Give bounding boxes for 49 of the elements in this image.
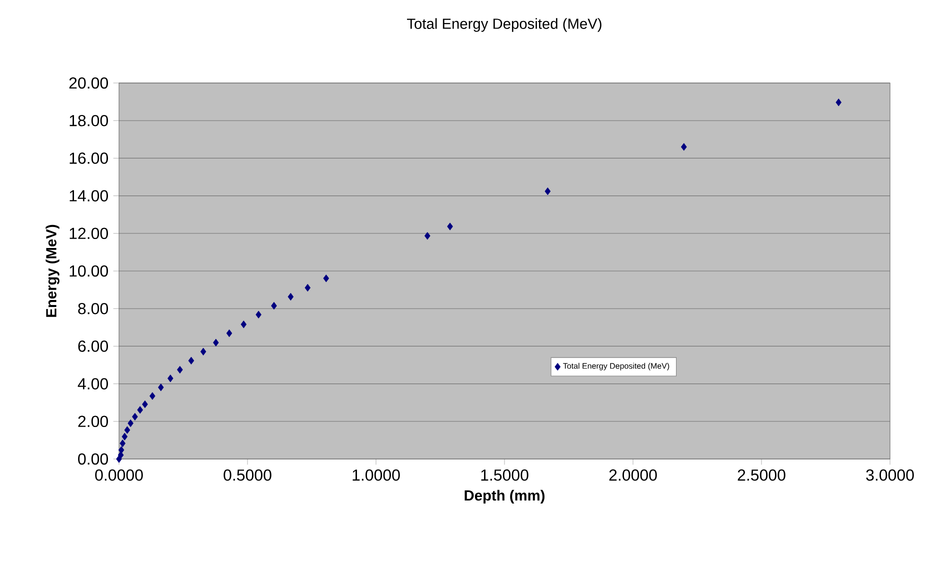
point bbox=[177, 366, 183, 374]
y-tick-label: 10.00 bbox=[70, 265, 108, 277]
x-tick-label: 2.0000 bbox=[609, 469, 657, 481]
y-tick-label: 14.00 bbox=[70, 190, 108, 202]
point bbox=[118, 446, 124, 454]
x-tick-label: 1.0000 bbox=[352, 469, 400, 481]
point bbox=[681, 143, 687, 151]
point bbox=[447, 222, 453, 230]
point bbox=[122, 432, 128, 440]
point bbox=[120, 440, 126, 448]
x-tick-label: 0.0000 bbox=[95, 469, 143, 481]
point bbox=[137, 406, 143, 414]
x-axis-title: Depth (mm) bbox=[464, 490, 544, 504]
point bbox=[271, 302, 277, 310]
point bbox=[124, 426, 130, 434]
point bbox=[288, 293, 294, 300]
point bbox=[304, 284, 311, 292]
y-tick-label: 16.00 bbox=[70, 152, 108, 164]
x-tick-label: 2.5000 bbox=[738, 469, 786, 481]
point bbox=[424, 232, 430, 240]
x-tick-label: 1.5000 bbox=[481, 469, 528, 481]
point bbox=[256, 310, 262, 318]
point bbox=[213, 338, 219, 346]
point bbox=[200, 348, 206, 356]
y-tick-label: 8.00 bbox=[78, 302, 108, 314]
x-tick-label: 0.5000 bbox=[224, 469, 272, 481]
y-tick-label: 20.00 bbox=[69, 77, 108, 89]
y-tick-label: 12.00 bbox=[70, 228, 108, 240]
y-tick-label: 18.00 bbox=[70, 114, 108, 126]
legend-label: Total Energy Deposited (MeV) bbox=[563, 362, 670, 370]
point bbox=[132, 412, 138, 420]
y-tick-label: 4.00 bbox=[78, 378, 108, 390]
point bbox=[188, 356, 194, 364]
y-tick-label: 6.00 bbox=[78, 340, 108, 352]
point bbox=[240, 320, 247, 328]
point bbox=[150, 392, 156, 400]
point bbox=[168, 374, 174, 382]
point bbox=[544, 188, 551, 196]
point bbox=[226, 329, 232, 337]
point bbox=[323, 274, 330, 282]
point bbox=[142, 400, 148, 408]
point bbox=[128, 420, 134, 428]
y-tick-label: 2.00 bbox=[78, 416, 108, 428]
point bbox=[836, 98, 842, 106]
point bbox=[158, 384, 164, 392]
x-tick-label: 3.0000 bbox=[866, 469, 914, 481]
y-axis-title: Energy (MeV) bbox=[46, 224, 60, 317]
chart-title: Total Energy Deposited (MeV) bbox=[407, 18, 602, 32]
y-tick-label: 0.00 bbox=[78, 453, 108, 465]
